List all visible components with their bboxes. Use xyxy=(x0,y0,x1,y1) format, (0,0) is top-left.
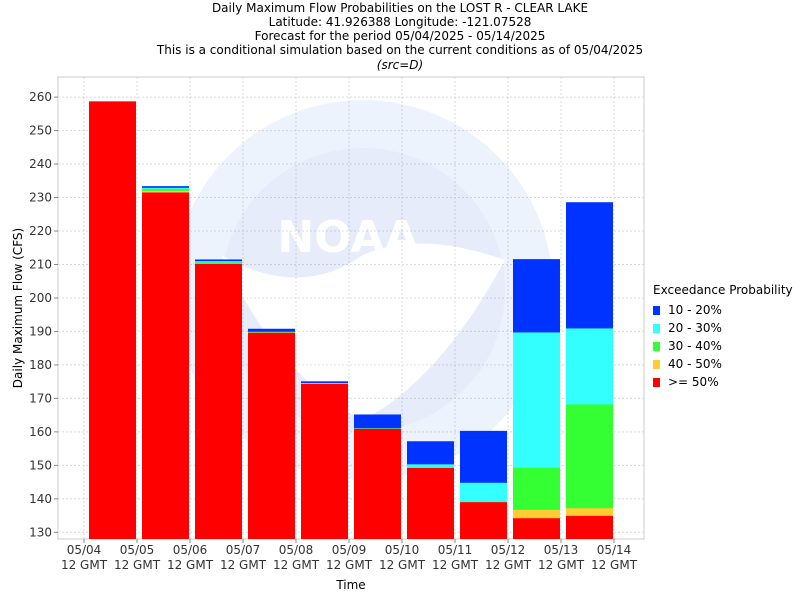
y-tick-label: 130 xyxy=(29,525,52,539)
y-tick-label: 260 xyxy=(29,90,52,104)
legend-label: 40 - 50% xyxy=(668,357,722,371)
legend-label: >= 50% xyxy=(668,375,719,389)
x-tick-date: 05/12 xyxy=(491,543,526,557)
bar-05/09 xyxy=(354,414,401,539)
x-tick-date: 05/13 xyxy=(544,543,579,557)
bar-05/12 xyxy=(513,259,560,539)
x-tick-date: 05/04 xyxy=(67,543,102,557)
x-tick-date: 05/14 xyxy=(597,543,632,557)
legend-swatch xyxy=(653,305,660,315)
legend-label: 30 - 40% xyxy=(668,339,722,353)
y-ticks: 130 140 150 160 170 180 190 200 210 220 230 240 250 2… xyxy=(29,90,58,539)
x-tick-time: 12 GMT xyxy=(432,558,479,572)
bar-segment-p50 xyxy=(248,332,295,539)
y-tick-label: 220 xyxy=(29,224,52,238)
bar-05/08 xyxy=(301,381,348,539)
legend-item: 40 - 50% xyxy=(653,355,793,373)
x-tick-time: 12 GMT xyxy=(167,558,214,572)
y-tick-label: 180 xyxy=(29,358,52,372)
bar-05/10 xyxy=(407,441,454,539)
bar-segment-p50 xyxy=(460,502,507,539)
bar-05/05 xyxy=(142,186,189,540)
x-tick-date: 05/08 xyxy=(279,543,314,557)
x-tick-time: 12 GMT xyxy=(485,558,532,572)
y-tick-label: 190 xyxy=(29,324,52,338)
chart-note: This is a conditional simulation based o… xyxy=(156,43,644,57)
legend-swatch xyxy=(653,341,660,351)
x-tick-date: 05/06 xyxy=(173,543,208,557)
legend-swatch xyxy=(653,359,660,369)
x-tick-date: 05/11 xyxy=(438,543,473,557)
bar-segment-p50 xyxy=(89,101,136,539)
bar-segment-p50 xyxy=(513,518,560,539)
x-tick-time: 12 GMT xyxy=(379,558,426,572)
legend-item: 30 - 40% xyxy=(653,337,793,355)
x-tick-date: 05/09 xyxy=(332,543,367,557)
x-tick-time: 12 GMT xyxy=(591,558,638,572)
bar-segment-p50 xyxy=(195,263,242,539)
watermark-logo-text: NOAA xyxy=(277,212,418,263)
legend-label: 10 - 20% xyxy=(668,303,722,317)
x-tick-time: 12 GMT xyxy=(326,558,373,572)
chart-title: Daily Maximum Flow Probabilities on the … xyxy=(211,1,589,15)
y-tick-label: 160 xyxy=(29,425,52,439)
x-tick-date: 05/07 xyxy=(226,543,261,557)
bar-segment-p50 xyxy=(142,192,189,539)
y-tick-label: 240 xyxy=(29,157,52,171)
x-tick-date: 05/05 xyxy=(120,543,155,557)
y-tick-label: 250 xyxy=(29,124,52,138)
y-tick-label: 230 xyxy=(29,191,52,205)
y-tick-label: 140 xyxy=(29,492,52,506)
x-tick-time: 12 GMT xyxy=(220,558,267,572)
legend-item: 20 - 30% xyxy=(653,319,793,337)
bar-segment-p50 xyxy=(301,383,348,539)
bar-segment-p50 xyxy=(407,468,454,539)
chart-source: (src=D) xyxy=(376,58,424,72)
bar-05/11 xyxy=(460,430,507,539)
x-tick-date: 05/10 xyxy=(385,543,420,557)
y-tick-label: 170 xyxy=(29,391,52,405)
y-tick-label: 150 xyxy=(29,458,52,472)
legend-swatch xyxy=(653,377,660,387)
y-tick-label: 200 xyxy=(29,291,52,305)
chart-location: Latitude: 41.926388 Longitude: -121.0752… xyxy=(268,15,532,29)
bar-05/07 xyxy=(248,328,295,539)
legend: Exceedance Probability 10 - 20% 20 - 30% 3… xyxy=(653,283,793,391)
bar-segment-p50 xyxy=(354,428,401,539)
legend-items: 10 - 20% 20 - 30% 30 - 40% 40 - 50% >= 50% xyxy=(653,301,793,391)
legend-item: 10 - 20% xyxy=(653,301,793,319)
legend-item: >= 50% xyxy=(653,373,793,391)
legend-swatch xyxy=(653,323,660,333)
x-tick-time: 12 GMT xyxy=(61,558,108,572)
legend-title: Exceedance Probability xyxy=(653,283,793,297)
bars xyxy=(89,101,613,540)
y-tick-label: 210 xyxy=(29,257,52,271)
x-axis-title: Time xyxy=(336,578,366,592)
x-tick-time: 12 GMT xyxy=(538,558,585,572)
bar-05/06 xyxy=(195,259,242,539)
watermark-gull xyxy=(221,243,505,420)
bar-05/13 xyxy=(566,202,613,540)
x-tick-time: 12 GMT xyxy=(273,558,320,572)
bar-05/04 xyxy=(89,101,136,539)
x-tick-time: 12 GMT xyxy=(114,558,161,572)
chart-period: Forecast for the period 05/04/2025 - 05/… xyxy=(254,29,546,43)
bar-segment-p50 xyxy=(566,515,613,539)
legend-label: 20 - 30% xyxy=(668,321,722,335)
y-axis-title: Daily Maximum Flow (CFS) xyxy=(11,227,25,389)
